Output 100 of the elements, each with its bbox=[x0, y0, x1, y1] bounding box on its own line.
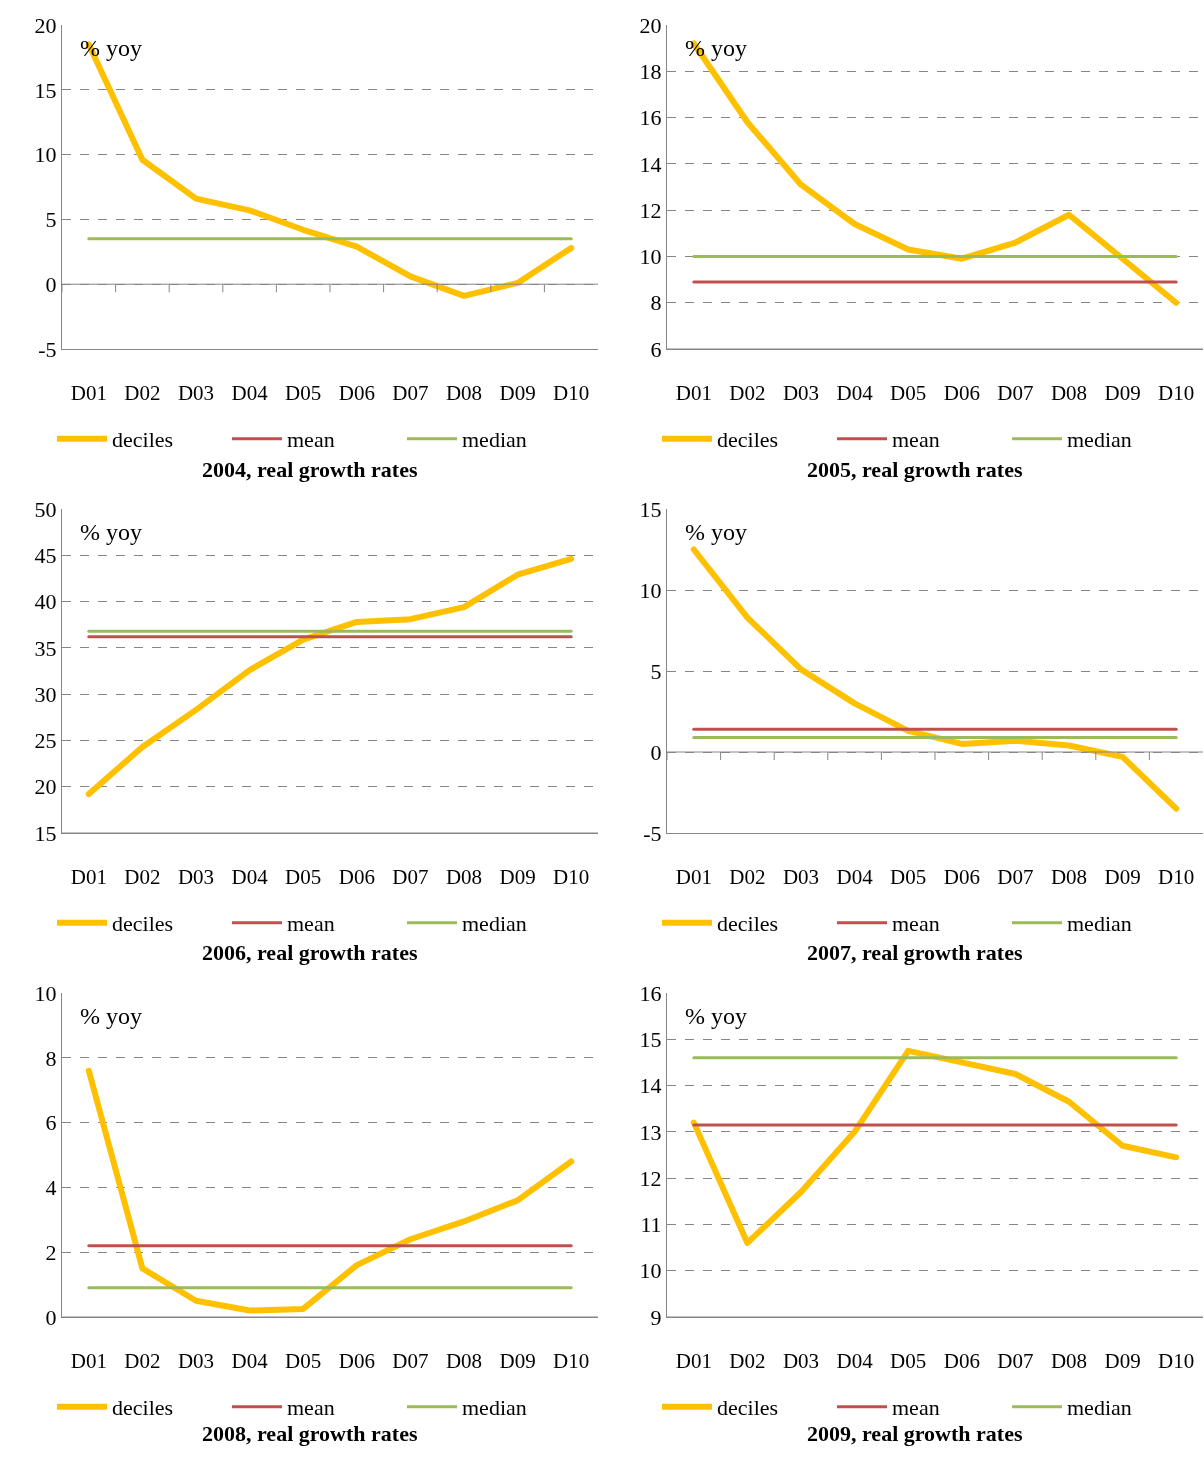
x-tick-label: D08 bbox=[1050, 865, 1088, 890]
y-tick-label: -5 bbox=[643, 820, 662, 846]
x-tick-label: D09 bbox=[499, 865, 536, 890]
x-tick-label: D04 bbox=[231, 1349, 269, 1374]
annotation: % yoy bbox=[685, 1003, 747, 1029]
x-tick-label: D05 bbox=[890, 865, 927, 890]
annotation: % yoy bbox=[80, 519, 142, 545]
y-tick-label: 10 bbox=[34, 142, 57, 168]
y-tick-label: 20 bbox=[639, 12, 662, 38]
x-tick-label: D05 bbox=[890, 1349, 927, 1374]
y-tick-label: 15 bbox=[34, 77, 57, 103]
x-tick-label: D07 bbox=[392, 1349, 429, 1374]
x-tick-label: D01 bbox=[70, 865, 107, 890]
y-tick-label: 10 bbox=[34, 980, 57, 1006]
x-tick-label: D09 bbox=[1104, 865, 1141, 890]
x-tick-label: D03 bbox=[782, 865, 820, 890]
legend-label: mean bbox=[287, 911, 335, 937]
legend-label: mean bbox=[892, 911, 940, 937]
y-tick-label: 5 bbox=[650, 658, 662, 684]
y-tick-label: 13 bbox=[639, 1119, 662, 1145]
y-tick-label: 16 bbox=[639, 105, 662, 131]
legend-label: mean bbox=[892, 427, 940, 453]
y-tick-label: 16 bbox=[639, 980, 662, 1006]
y-tick-label: 14 bbox=[639, 151, 662, 177]
y-tick-label: 0 bbox=[45, 271, 57, 297]
legend-label: median bbox=[1067, 1395, 1132, 1421]
y-tick-label: 8 bbox=[45, 1045, 57, 1071]
y-tick-label: 12 bbox=[639, 197, 662, 223]
y-tick-label: 4 bbox=[45, 1175, 57, 1201]
x-tick-label: D06 bbox=[943, 381, 980, 406]
x-tick-label: D02 bbox=[124, 1349, 161, 1374]
x-tick-label: D01 bbox=[70, 1349, 107, 1374]
y-tick-label: 5 bbox=[45, 207, 57, 233]
x-tick-label: D01 bbox=[675, 381, 712, 406]
x-tick-label: D02 bbox=[729, 381, 766, 406]
y-tick-label: 6 bbox=[650, 336, 662, 362]
x-tick-label: D10 bbox=[1158, 381, 1195, 406]
y-tick-label: 50 bbox=[34, 496, 57, 522]
x-tick-label: D07 bbox=[997, 1349, 1034, 1374]
x-tick-label: D03 bbox=[782, 381, 820, 406]
x-tick-label: D05 bbox=[890, 381, 927, 406]
legend-label: median bbox=[462, 911, 527, 937]
text: 2008, real growth rates bbox=[202, 1421, 418, 1446]
legend-label: median bbox=[462, 1395, 527, 1421]
x-tick-label: D04 bbox=[231, 381, 269, 406]
x-tick-label: D08 bbox=[445, 1349, 483, 1374]
x-tick-label: D07 bbox=[392, 381, 429, 406]
legend-label: deciles bbox=[112, 1395, 174, 1421]
x-tick-label: D10 bbox=[553, 381, 590, 406]
x-tick-label: D10 bbox=[553, 1349, 590, 1374]
x-tick-label: D01 bbox=[70, 381, 107, 406]
x-tick-label: D07 bbox=[997, 381, 1034, 406]
legend-label: deciles bbox=[112, 911, 174, 937]
y-tick-label: 10 bbox=[639, 577, 662, 603]
text: 2009, real growth rates bbox=[807, 1421, 1023, 1446]
legend-label: mean bbox=[892, 1395, 940, 1421]
x-tick-label: D10 bbox=[553, 865, 590, 890]
x-tick-label: D02 bbox=[124, 865, 161, 890]
x-tick-label: D01 bbox=[675, 865, 712, 890]
y-tick-label: 20 bbox=[34, 774, 57, 800]
x-tick-label: D09 bbox=[499, 381, 536, 406]
text: 2007, real growth rates bbox=[807, 940, 1023, 965]
y-tick-label: 18 bbox=[639, 58, 662, 84]
legend-label: deciles bbox=[717, 427, 779, 453]
x-tick-label: D05 bbox=[285, 865, 322, 890]
x-tick-label: D08 bbox=[445, 865, 483, 890]
y-tick-label: 14 bbox=[639, 1073, 662, 1099]
x-tick-label: D03 bbox=[177, 865, 215, 890]
y-tick-label: 15 bbox=[639, 496, 662, 522]
x-tick-label: D02 bbox=[124, 381, 161, 406]
x-tick-label: D09 bbox=[499, 1349, 536, 1374]
annotation: % yoy bbox=[80, 1003, 142, 1029]
y-tick-label: 40 bbox=[34, 589, 57, 615]
y-tick-label: 15 bbox=[639, 1026, 662, 1052]
x-tick-label: D07 bbox=[392, 865, 429, 890]
x-tick-label: D07 bbox=[997, 865, 1034, 890]
y-tick-label: 12 bbox=[639, 1165, 662, 1191]
x-tick-label: D06 bbox=[943, 1349, 980, 1374]
legend-label: deciles bbox=[112, 427, 174, 453]
x-tick-label: D08 bbox=[445, 381, 483, 406]
annotation: % yoy bbox=[685, 519, 747, 545]
x-tick-label: D06 bbox=[338, 1349, 375, 1374]
text: 2004, real growth rates bbox=[202, 457, 418, 482]
x-tick-label: D06 bbox=[338, 865, 375, 890]
x-tick-label: D04 bbox=[836, 1349, 874, 1374]
x-tick-label: D01 bbox=[675, 1349, 712, 1374]
x-tick-label: D10 bbox=[1158, 865, 1195, 890]
y-tick-label: 11 bbox=[640, 1212, 662, 1238]
x-tick-label: D09 bbox=[1104, 1349, 1141, 1374]
x-tick-label: D04 bbox=[836, 381, 874, 406]
x-tick-label: D05 bbox=[285, 1349, 322, 1374]
legend-label: mean bbox=[287, 1395, 335, 1421]
x-tick-label: D04 bbox=[231, 865, 269, 890]
legend-label: mean bbox=[287, 427, 335, 453]
y-tick-label: 8 bbox=[650, 290, 662, 316]
y-tick-label: 9 bbox=[650, 1304, 662, 1330]
legend-label: median bbox=[462, 427, 527, 453]
text: 2006, real growth rates bbox=[202, 940, 418, 965]
x-tick-label: D09 bbox=[1104, 381, 1141, 406]
x-tick-label: D10 bbox=[1158, 1349, 1195, 1374]
